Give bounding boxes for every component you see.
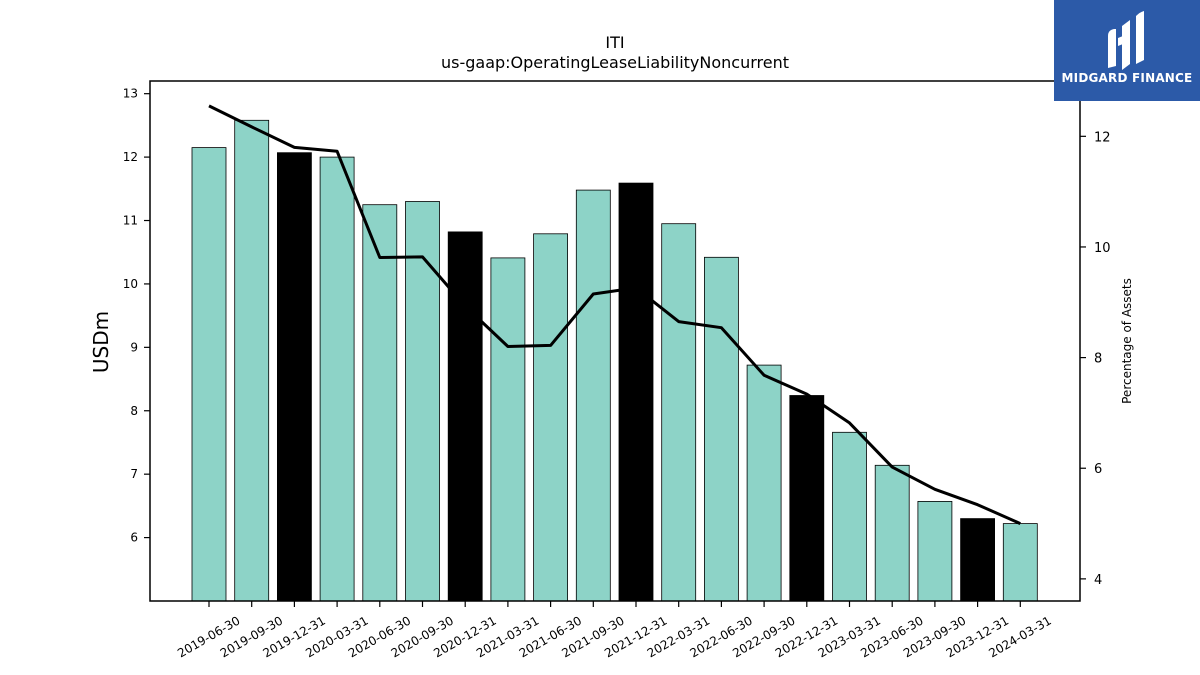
- bar-2023-09-30: [917, 500, 953, 602]
- bars-layer: [191, 119, 1038, 602]
- bar-2022-12-31: [789, 395, 825, 602]
- bar-2021-06-30: [533, 233, 568, 602]
- y-tick-label-8: 8: [130, 404, 138, 418]
- bar-2020-03-31: [319, 156, 355, 602]
- y-axis-label-right: Percentage of Assets: [1120, 278, 1134, 404]
- bar-2023-06-30: [874, 464, 910, 602]
- y-tick-label-7: 7: [130, 467, 138, 481]
- logo-text: MIDGARD FINANCE: [1061, 71, 1193, 85]
- bar-2021-09-30: [575, 189, 611, 602]
- y-tick-label-13: 13: [123, 87, 138, 101]
- bar-2023-03-31: [832, 431, 867, 602]
- x-axis: 2019-06-302019-09-302019-12-312020-03-31…: [175, 601, 1054, 660]
- y2-tick-label-4: 4: [1094, 573, 1102, 588]
- y-axis-left: 6 7 8 9 10 11 12 13: [123, 87, 150, 545]
- bar-2022-09-30: [746, 364, 782, 602]
- bar-2024-03-31: [1002, 523, 1038, 602]
- chart-subtitle: us-gaap:OperatingLeaseLiabilityNoncurren…: [441, 53, 789, 72]
- bar-2022-03-31: [661, 223, 697, 602]
- bar-2019-06-30: [191, 147, 227, 602]
- bar-2023-12-31: [960, 518, 995, 602]
- y-axis-label-left: USDm: [89, 311, 113, 373]
- bar-2020-12-31: [447, 231, 483, 602]
- percentage-of-assets-line: [208, 104, 1021, 525]
- bar-2021-12-31: [618, 182, 654, 602]
- bar-2019-12-31: [276, 152, 312, 602]
- y-tick-label-11: 11: [123, 214, 138, 228]
- y2-tick-label-6: 6: [1094, 462, 1102, 477]
- line-layer: [208, 104, 1021, 525]
- chart-title: ITI: [605, 33, 624, 52]
- y-tick-label-10: 10: [123, 277, 138, 291]
- y2-tick-label-10: 10: [1094, 241, 1111, 256]
- bar-2020-06-30: [362, 204, 398, 602]
- y-tick-label-9: 9: [130, 340, 138, 354]
- y-tick-label-6: 6: [130, 531, 138, 545]
- plot-frame: [149, 80, 1081, 602]
- midgard-logo-icon: [1108, 11, 1144, 70]
- bar-2021-03-31: [490, 257, 526, 602]
- y2-tick-label-12: 12: [1094, 130, 1111, 145]
- y2-tick-label-8: 8: [1094, 352, 1102, 367]
- bar-2019-09-30: [234, 119, 270, 602]
- bar-2020-09-30: [405, 201, 440, 602]
- y-tick-label-12: 12: [123, 150, 138, 164]
- y-axis-right: 4 6 8 10 12: [1080, 130, 1111, 588]
- bar-2022-06-30: [704, 256, 739, 602]
- brand-logo: MIDGARD FINANCE: [1054, 0, 1200, 101]
